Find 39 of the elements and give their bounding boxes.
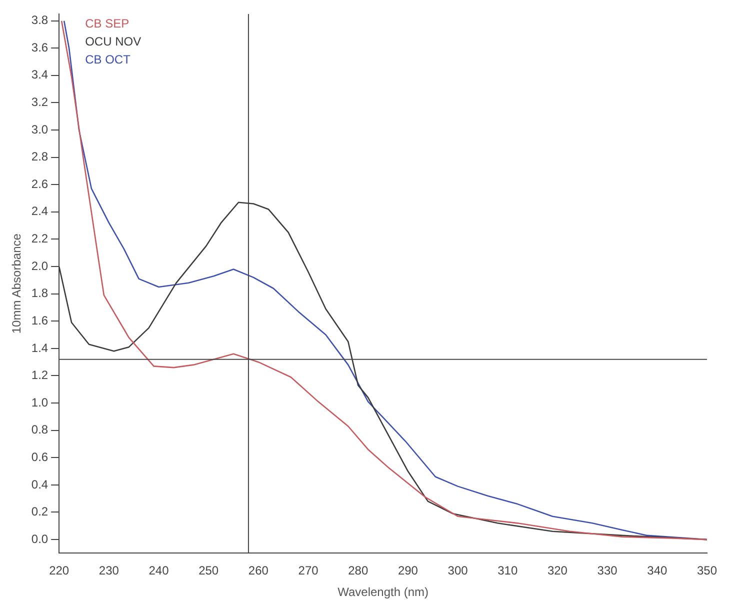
x-tick-label: 300 bbox=[448, 564, 468, 578]
text: OCU NOV bbox=[85, 34, 142, 48]
y-tick-label: 0.6 bbox=[31, 450, 48, 464]
y-tick-label: 0.8 bbox=[31, 422, 48, 437]
y-tick-label: 1.6 bbox=[31, 313, 48, 328]
y-tick-label: 2.0 bbox=[31, 258, 48, 273]
y-tick-label: 2.2 bbox=[31, 232, 48, 246]
y-axis-title: 10mm Absorbance bbox=[10, 233, 24, 334]
y-tick-label: 3.2 bbox=[31, 95, 48, 110]
y-tick-label: 3.8 bbox=[31, 13, 48, 28]
x-axis-title: Wavelength (nm) bbox=[338, 585, 429, 600]
y-tick-label: 3.0 bbox=[31, 122, 48, 136]
x-tick-label: 220 bbox=[49, 564, 70, 578]
y-tick-label: 1.0 bbox=[31, 395, 48, 410]
x-tick-label: 320 bbox=[547, 564, 568, 578]
x-tick-label: 230 bbox=[98, 564, 120, 578]
y-tick-label: 1.4 bbox=[31, 340, 48, 355]
x-tick-label: 280 bbox=[348, 564, 368, 578]
x-tick-label: 240 bbox=[148, 564, 170, 578]
x-tick-label: 330 bbox=[597, 564, 618, 578]
y-tick-label: 1.8 bbox=[31, 286, 48, 300]
x-tick-label: 290 bbox=[398, 564, 418, 578]
x-tick-label: 350 bbox=[696, 564, 718, 578]
y-tick-label: 0.4 bbox=[31, 477, 48, 492]
x-tick-label: 260 bbox=[248, 564, 269, 578]
series-label: CB OCT bbox=[85, 52, 132, 66]
x-tick-label: 310 bbox=[498, 564, 518, 578]
y-tick-label: 2.8 bbox=[31, 150, 48, 164]
y-tick-label: 1.2 bbox=[31, 368, 48, 382]
x-tick-label: 250 bbox=[198, 564, 219, 578]
y-tick-label: 3.6 bbox=[31, 40, 48, 54]
y-tick-label: 0.2 bbox=[31, 504, 48, 519]
y-tick-label: 3.4 bbox=[31, 68, 48, 82]
x-tick-label: 340 bbox=[647, 564, 668, 578]
series-label: CB SEP bbox=[85, 16, 130, 30]
y-tick-label: 2.4 bbox=[31, 204, 48, 218]
y-tick-label: 2.6 bbox=[31, 176, 48, 191]
x-tick-label: 270 bbox=[298, 564, 319, 578]
y-tick-label: 0.0 bbox=[31, 532, 48, 546]
